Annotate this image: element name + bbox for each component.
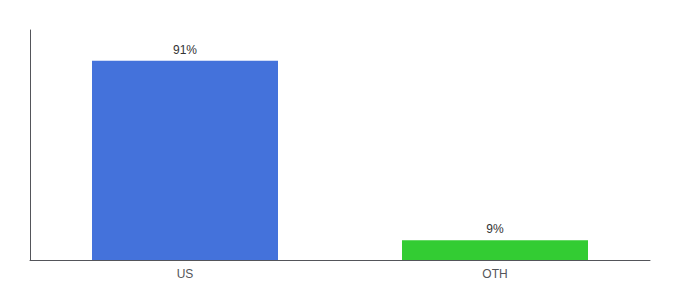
svg-text:9%: 9% <box>486 222 504 236</box>
svg-text:91%: 91% <box>173 43 197 57</box>
svg-text:US: US <box>177 267 194 281</box>
svg-text:OTH: OTH <box>482 267 507 281</box>
